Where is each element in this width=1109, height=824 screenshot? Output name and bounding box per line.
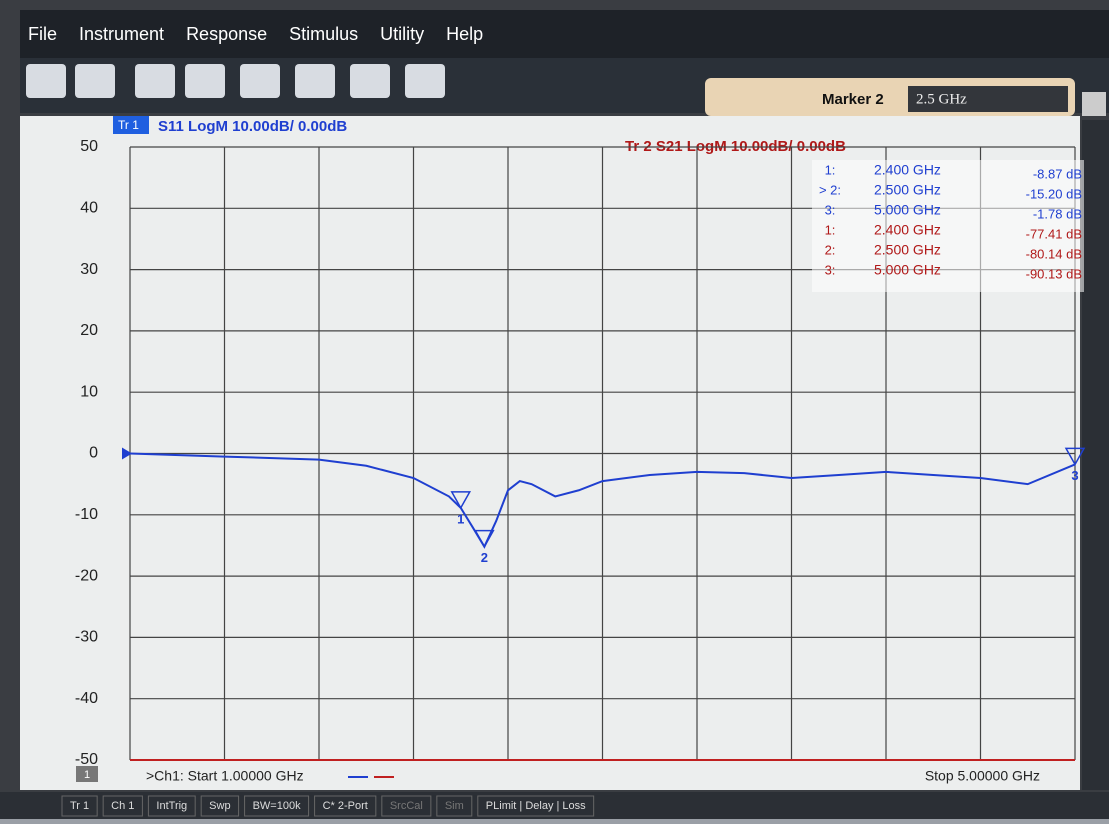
y-tick-label: -20 — [75, 567, 98, 584]
delete-button[interactable] — [350, 64, 390, 98]
marker-number: 2 — [481, 550, 488, 565]
channel-add-button[interactable] — [295, 64, 335, 98]
marker-row-id: 2: — [825, 242, 836, 257]
status-item: Ch 1 — [111, 800, 134, 812]
marker-row-freq: 5.000 GHz — [874, 202, 941, 218]
trace1-title: S11 LogM 10.00dB/ 0.00dB — [158, 118, 347, 135]
y-tick-label: 10 — [80, 383, 98, 400]
marker-value: 2.5 GHz — [916, 91, 967, 107]
y-tick-label: -10 — [75, 506, 98, 523]
marker-row-freq: 2.400 GHz — [874, 222, 941, 238]
menu-bar — [20, 10, 1109, 58]
status-item: BW=100k — [253, 800, 301, 812]
status-item: SrcCal — [390, 800, 423, 812]
marker-row-id: 3: — [825, 202, 836, 217]
channel-number: 1 — [84, 769, 90, 781]
marker-row-freq: 5.000 GHz — [874, 262, 941, 278]
y-tick-label: 0 — [89, 445, 98, 462]
trace-add-button[interactable] — [240, 64, 280, 98]
menu-item[interactable]: Response — [186, 24, 267, 44]
marker-row-value: -90.13 dB — [1026, 266, 1082, 281]
menu-item[interactable]: Help — [446, 24, 483, 44]
marker-number: 3 — [1071, 468, 1078, 483]
y-tick-label: 50 — [80, 138, 98, 155]
marker-row-value: -8.87 dB — [1033, 166, 1082, 181]
status-item: Sim — [445, 800, 464, 812]
marker-row-freq: 2.500 GHz — [874, 182, 941, 198]
marker-row-value: -1.78 dB — [1033, 206, 1082, 221]
marker-row-id: > 2: — [819, 182, 841, 197]
zoom-button[interactable] — [405, 64, 445, 98]
marker-label: Marker 2 — [822, 91, 884, 108]
y-tick-label: 40 — [80, 200, 98, 217]
redo-button[interactable] — [75, 64, 115, 98]
stop-frequency: Stop 5.00000 GHz — [925, 768, 1040, 784]
status-item: Tr 1 — [70, 800, 89, 812]
camera-button[interactable] — [135, 64, 175, 98]
marker-row-freq: 2.400 GHz — [874, 162, 941, 178]
marker-row-id: 3: — [825, 262, 836, 277]
y-tick-label: -50 — [75, 751, 98, 768]
start-frequency: >Ch1: Start 1.00000 GHz — [146, 768, 304, 784]
y-tick-label: -40 — [75, 690, 98, 707]
marker-add-button[interactable] — [185, 64, 225, 98]
y-tick-label: 30 — [80, 261, 98, 278]
marker-row-freq: 2.500 GHz — [874, 242, 941, 258]
menu-item[interactable]: Utility — [380, 24, 424, 44]
y-tick-label: -30 — [75, 629, 98, 646]
y-tick-label: 20 — [80, 322, 98, 339]
marker-number: 1 — [457, 511, 464, 526]
status-item: PLimit | Delay | Loss — [486, 800, 586, 812]
marker-row-id: 1: — [825, 222, 836, 237]
status-item: Swp — [209, 800, 230, 812]
marker-row-value: -77.41 dB — [1026, 226, 1082, 241]
marker-row-value: -80.14 dB — [1026, 246, 1082, 261]
status-item: IntTrig — [156, 800, 187, 812]
side-panel — [1082, 120, 1109, 790]
marker-row-id: 1: — [825, 162, 836, 177]
menu-item[interactable]: Stimulus — [289, 24, 358, 44]
undo-button[interactable] — [26, 64, 66, 98]
trace-tag: Tr 1 — [118, 118, 139, 132]
menu-item[interactable]: Instrument — [79, 24, 164, 44]
status-item: C* 2-Port — [323, 800, 368, 812]
keypad-button[interactable] — [1082, 92, 1106, 116]
instrument-screen: File Instrument Response Stimulus Utility Hel… — [0, 0, 1109, 819]
menu-item[interactable]: File — [28, 24, 57, 44]
marker-row-value: -15.20 dB — [1026, 186, 1082, 201]
